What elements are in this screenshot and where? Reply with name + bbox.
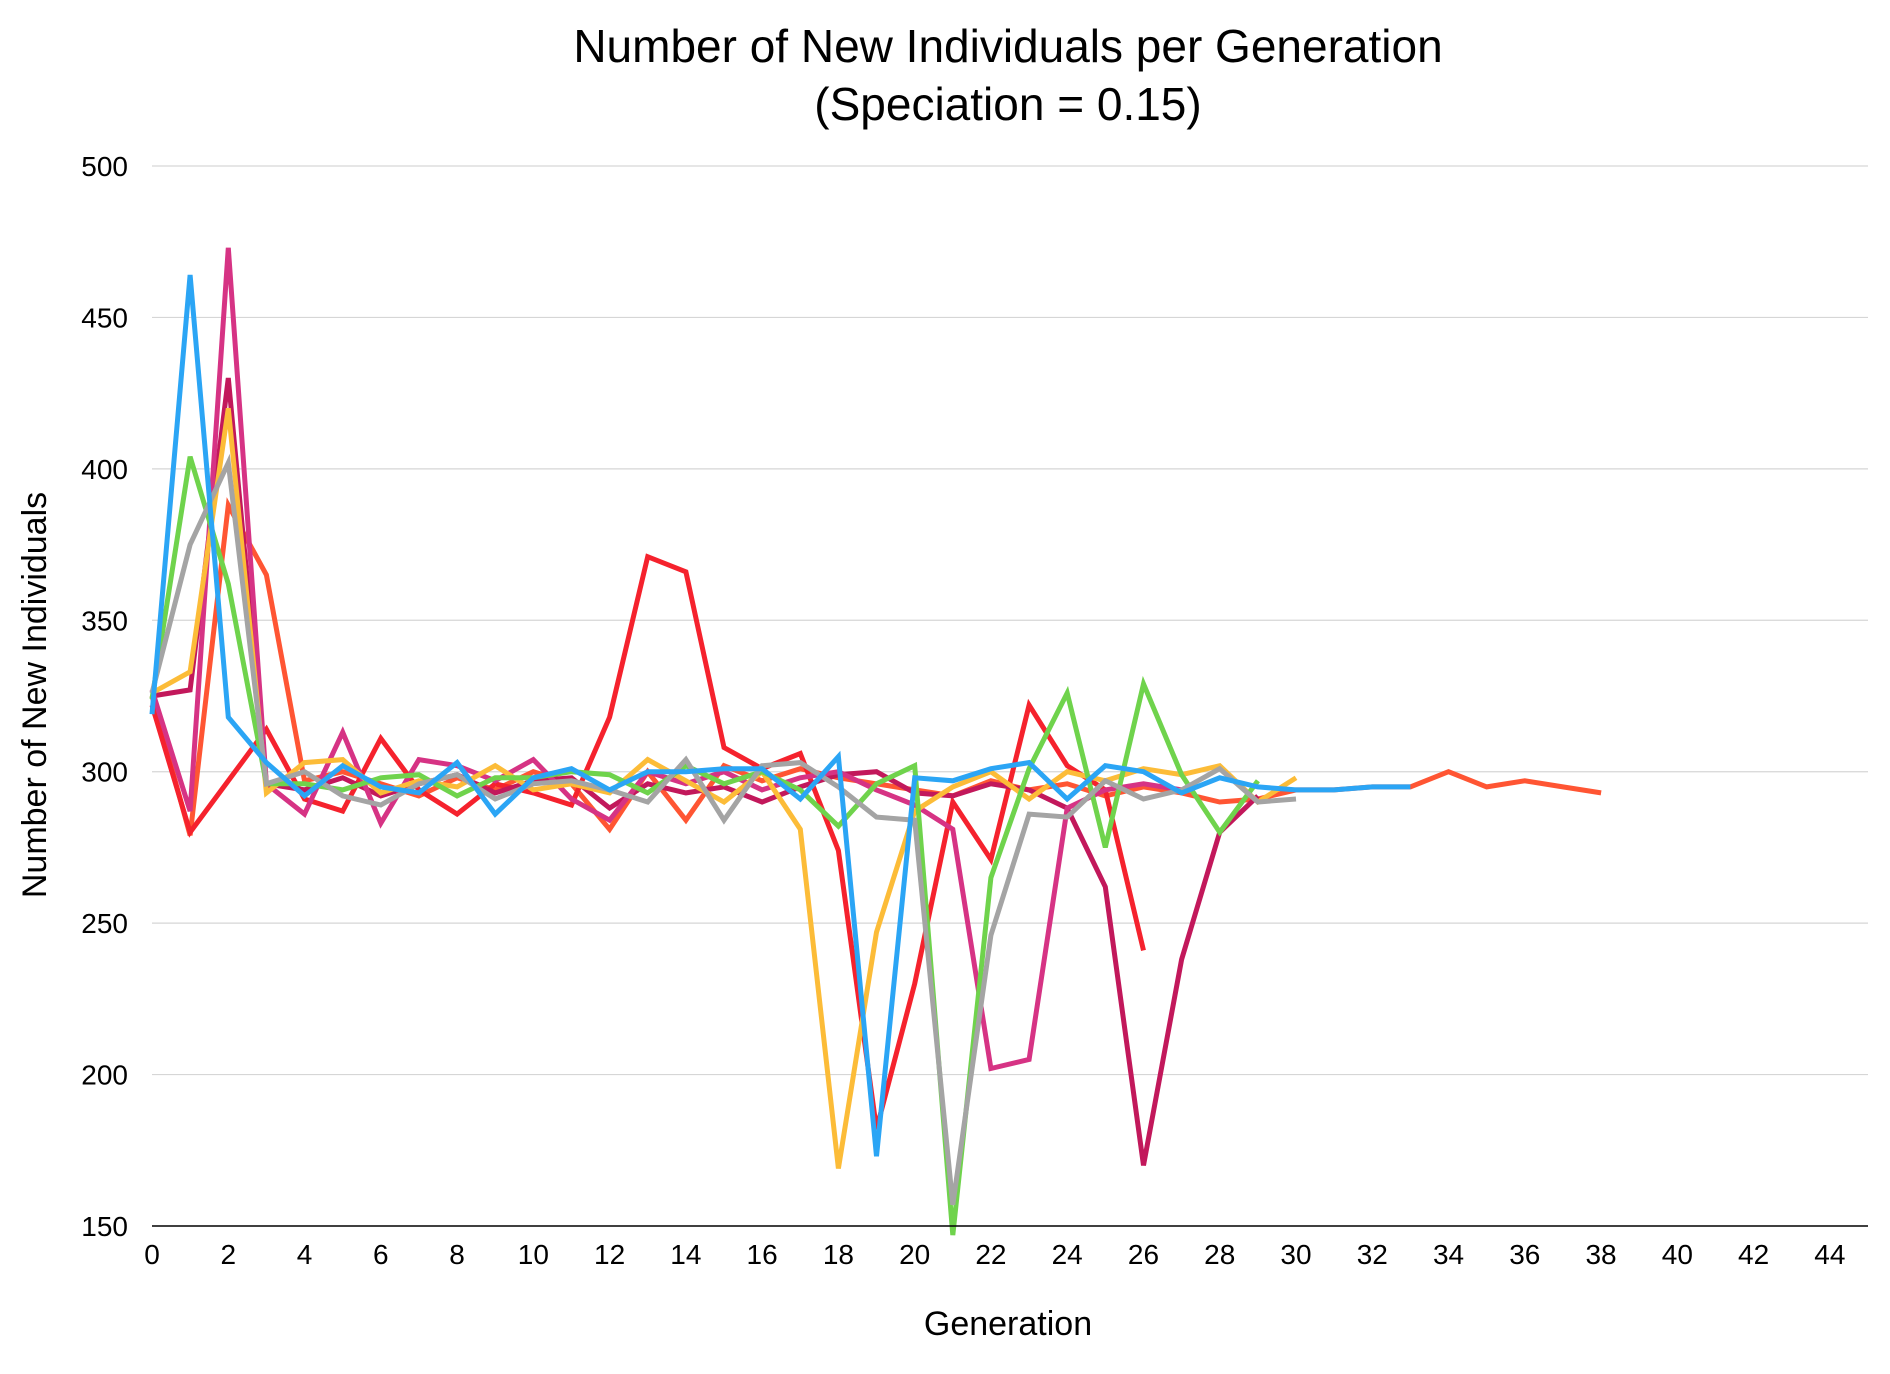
y-tick-label: 400 (81, 454, 128, 485)
x-tick-label: 30 (1280, 1239, 1311, 1270)
x-tick-label: 32 (1357, 1239, 1388, 1270)
y-tick-label: 200 (81, 1060, 128, 1091)
x-tick-label: 34 (1433, 1239, 1464, 1270)
x-tick-label: 28 (1204, 1239, 1235, 1270)
chart-title-line-1: Number of New Individuals per Generation (573, 20, 1442, 72)
chart-title-line-2: (Speciation = 0.15) (814, 78, 1201, 130)
x-tick-label: 24 (1052, 1239, 1083, 1270)
x-tick-label: 40 (1662, 1239, 1693, 1270)
x-tick-label: 42 (1738, 1239, 1769, 1270)
x-tick-label: 36 (1509, 1239, 1540, 1270)
series-line-7 (152, 463, 1296, 1205)
series-line-8 (152, 275, 1410, 1156)
series-line-6 (152, 457, 1258, 1235)
x-tick-label: 18 (823, 1239, 854, 1270)
y-tick-labels: 150 200 250 300 350 400 450 500 (81, 151, 128, 1242)
x-tick-label: 20 (899, 1239, 930, 1270)
x-tick-label: 44 (1814, 1239, 1845, 1270)
y-tick-label: 500 (81, 151, 128, 182)
x-tick-label: 12 (594, 1239, 625, 1270)
series-line-4 (152, 248, 1182, 1069)
x-tick-label: 38 (1585, 1239, 1616, 1270)
x-tick-label: 4 (297, 1239, 313, 1270)
y-tick-label: 350 (81, 605, 128, 636)
x-axis-title: Generation (924, 1305, 1092, 1343)
y-tick-label: 300 (81, 757, 128, 788)
y-tick-label: 150 (81, 1211, 128, 1242)
x-tick-label: 6 (373, 1239, 389, 1270)
y-tick-label: 250 (81, 908, 128, 939)
x-tick-label: 8 (449, 1239, 465, 1270)
x-tick-label: 26 (1128, 1239, 1159, 1270)
gridlines (152, 166, 1868, 1075)
y-tick-label: 450 (81, 302, 128, 333)
y-axis-title: Number of New Individuals (16, 492, 54, 898)
x-tick-label: 22 (975, 1239, 1006, 1270)
series-line-2 (152, 557, 1144, 1129)
x-tick-label: 16 (747, 1239, 778, 1270)
x-tick-label: 2 (220, 1239, 236, 1270)
x-tick-label: 14 (670, 1239, 701, 1270)
x-tick-labels: 0 2 4 6 8 10 12 14 16 18 20 22 24 26 28 30 32 34 36 38 40 42 4… (144, 1239, 1845, 1270)
series-lines (152, 248, 1601, 1235)
x-tick-label: 10 (518, 1239, 549, 1270)
x-tick-label: 0 (144, 1239, 160, 1270)
